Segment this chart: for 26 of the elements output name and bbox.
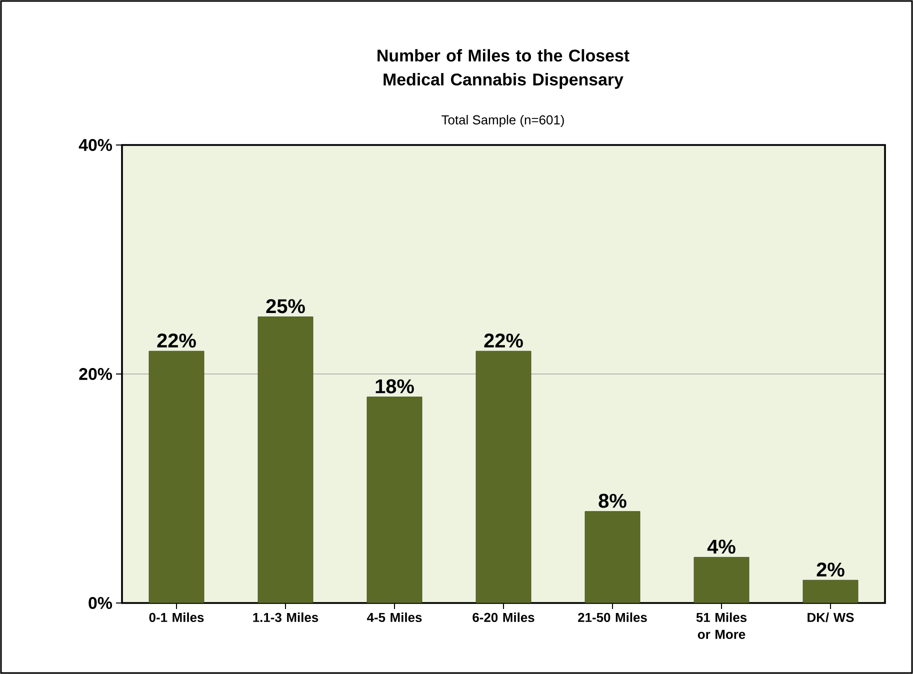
bar	[366, 396, 422, 603]
data-label: 8%	[598, 494, 626, 508]
x-tick-label: 6-20 Miles	[472, 612, 534, 622]
bar	[476, 350, 532, 603]
bar	[802, 580, 858, 603]
y-tick-label: 20%	[79, 368, 112, 380]
bar	[148, 350, 204, 603]
x-tick-label: DK/ WS	[808, 612, 854, 622]
x-tick-label: 0-1 Miles	[149, 612, 204, 622]
data-label: 18%	[376, 379, 414, 394]
bar	[258, 316, 314, 603]
y-tick-label: 0%	[88, 597, 112, 609]
data-label: 22%	[157, 334, 196, 348]
x-tick-label: 51 Miles or More	[696, 612, 747, 639]
chart-title: Number of Miles to the Closest Medical Cannabis Dispensary	[378, 49, 630, 89]
data-label: 2%	[816, 562, 844, 577]
data-label: 25%	[266, 299, 305, 314]
data-label: 22%	[484, 334, 523, 348]
x-tick-label: 21-50 Miles	[578, 612, 647, 622]
data-label: 4%	[707, 540, 736, 554]
x-tick-label: 4-5 Miles	[366, 612, 422, 622]
y-tick-label: 40%	[78, 138, 112, 151]
x-tick-label: 1.1-3 Miles	[253, 612, 318, 622]
bar	[694, 557, 750, 603]
bar	[584, 511, 640, 603]
chart-subtitle: Total Sample (n=601)	[442, 114, 564, 128]
